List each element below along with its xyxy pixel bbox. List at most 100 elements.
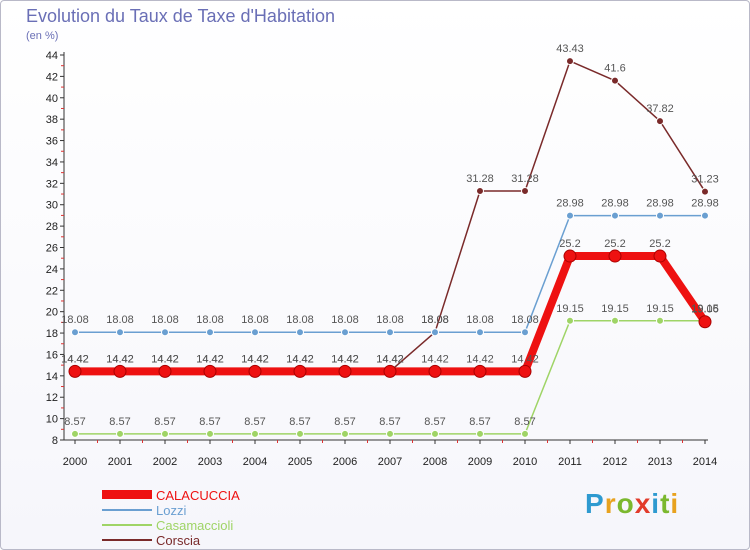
x-tick-label: 2010 bbox=[513, 456, 537, 468]
data-point bbox=[113, 364, 127, 378]
data-label: 28.98 bbox=[646, 198, 674, 210]
data-point bbox=[68, 364, 82, 378]
data-point bbox=[521, 187, 529, 196]
data-label: 19.15 bbox=[691, 303, 719, 315]
logo-letter: o bbox=[616, 488, 635, 519]
y-tick-label: 10 bbox=[46, 414, 58, 426]
data-point bbox=[566, 211, 574, 220]
data-label: 18.08 bbox=[331, 314, 359, 326]
x-tick-label: 2001 bbox=[108, 456, 132, 468]
data-label: 14.42 bbox=[61, 353, 89, 365]
data-point bbox=[386, 429, 394, 438]
data-label: 18.08 bbox=[511, 314, 539, 326]
data-point bbox=[431, 328, 439, 337]
y-tick-label: 30 bbox=[46, 200, 58, 212]
data-point bbox=[611, 316, 619, 325]
data-point bbox=[383, 364, 397, 378]
data-label: 14.42 bbox=[106, 353, 134, 365]
y-tick-label: 22 bbox=[46, 285, 58, 297]
y-tick-label: 16 bbox=[46, 349, 58, 361]
y-tick-label: 12 bbox=[46, 392, 58, 404]
data-point bbox=[71, 429, 79, 438]
data-label: 8.57 bbox=[109, 416, 130, 428]
data-label: 14.42 bbox=[511, 353, 539, 365]
logo-letter: t bbox=[660, 488, 671, 519]
data-point bbox=[206, 328, 214, 337]
data-label: 19.15 bbox=[601, 303, 629, 315]
data-point bbox=[203, 364, 217, 378]
x-tick-label: 2008 bbox=[423, 456, 447, 468]
data-label: 8.57 bbox=[199, 416, 220, 428]
x-tick-label: 2007 bbox=[378, 456, 402, 468]
x-tick-label: 2013 bbox=[648, 456, 672, 468]
data-point bbox=[518, 364, 532, 378]
data-label: 8.57 bbox=[244, 416, 265, 428]
x-tick-label: 2000 bbox=[63, 456, 87, 468]
data-point bbox=[341, 429, 349, 438]
data-label: 14.42 bbox=[376, 353, 404, 365]
data-label: 18.08 bbox=[286, 314, 314, 326]
data-label: 8.57 bbox=[424, 416, 445, 428]
data-point bbox=[386, 328, 394, 337]
data-label: 28.98 bbox=[691, 198, 719, 210]
data-point bbox=[476, 187, 484, 196]
chart-subtitle: (en %) bbox=[26, 30, 59, 42]
data-point bbox=[476, 328, 484, 337]
data-point bbox=[116, 429, 124, 438]
data-label: 18.08 bbox=[106, 314, 134, 326]
y-tick-label: 40 bbox=[46, 93, 58, 105]
legend-label: Lozzi bbox=[156, 503, 186, 518]
data-point bbox=[293, 364, 307, 378]
data-point bbox=[653, 249, 667, 263]
data-label: 18.08 bbox=[196, 314, 224, 326]
data-point bbox=[431, 429, 439, 438]
x-tick-label: 2005 bbox=[288, 456, 312, 468]
y-tick-label: 44 bbox=[46, 50, 58, 62]
data-point bbox=[428, 364, 442, 378]
data-point bbox=[476, 429, 484, 438]
data-label: 18.08 bbox=[421, 314, 449, 326]
data-label: 14.42 bbox=[61, 353, 89, 365]
data-label: 43.43 bbox=[556, 43, 584, 55]
data-label: 19.06 bbox=[691, 304, 719, 316]
data-point bbox=[611, 211, 619, 220]
data-point bbox=[71, 328, 79, 337]
x-tick-label: 2009 bbox=[468, 456, 492, 468]
x-tick-label: 2012 bbox=[603, 456, 627, 468]
y-tick-label: 42 bbox=[46, 71, 58, 83]
data-point bbox=[701, 211, 709, 220]
x-tick-label: 2011 bbox=[558, 456, 582, 468]
data-point bbox=[251, 429, 259, 438]
logo-letter: i bbox=[651, 488, 661, 519]
data-point bbox=[161, 328, 169, 337]
legend-swatch bbox=[102, 490, 152, 499]
data-label: 19.15 bbox=[646, 303, 674, 315]
data-label: 28.98 bbox=[601, 198, 629, 210]
logo-letter: P bbox=[585, 488, 605, 519]
data-point bbox=[521, 328, 529, 337]
data-points bbox=[68, 57, 712, 438]
data-point bbox=[521, 429, 529, 438]
data-label: 18.08 bbox=[421, 314, 449, 326]
data-point bbox=[656, 211, 664, 220]
data-label: 28.98 bbox=[556, 198, 584, 210]
y-tick-label: 32 bbox=[46, 178, 58, 190]
x-tick-label: 2003 bbox=[198, 456, 222, 468]
data-label: 14.42 bbox=[196, 353, 224, 365]
data-label: 8.57 bbox=[289, 416, 310, 428]
y-tick-label: 36 bbox=[46, 136, 58, 148]
logo-letter: r bbox=[604, 488, 617, 519]
data-label: 25.2 bbox=[604, 238, 625, 250]
data-label: 18.08 bbox=[466, 314, 494, 326]
data-point bbox=[296, 429, 304, 438]
axes: 8 10 12 14 16 18 20 22 24 26 28 30 32 34 36 38 40 42 44 200… bbox=[46, 50, 717, 468]
data-label: 25.2 bbox=[649, 238, 670, 250]
legend-label: CALACUCCIA bbox=[156, 488, 240, 503]
logo-letter: i bbox=[670, 488, 680, 519]
data-point bbox=[563, 249, 577, 263]
data-label: 8.57 bbox=[154, 416, 175, 428]
y-tick-label: 38 bbox=[46, 114, 58, 126]
data-label: 14.42 bbox=[241, 353, 269, 365]
